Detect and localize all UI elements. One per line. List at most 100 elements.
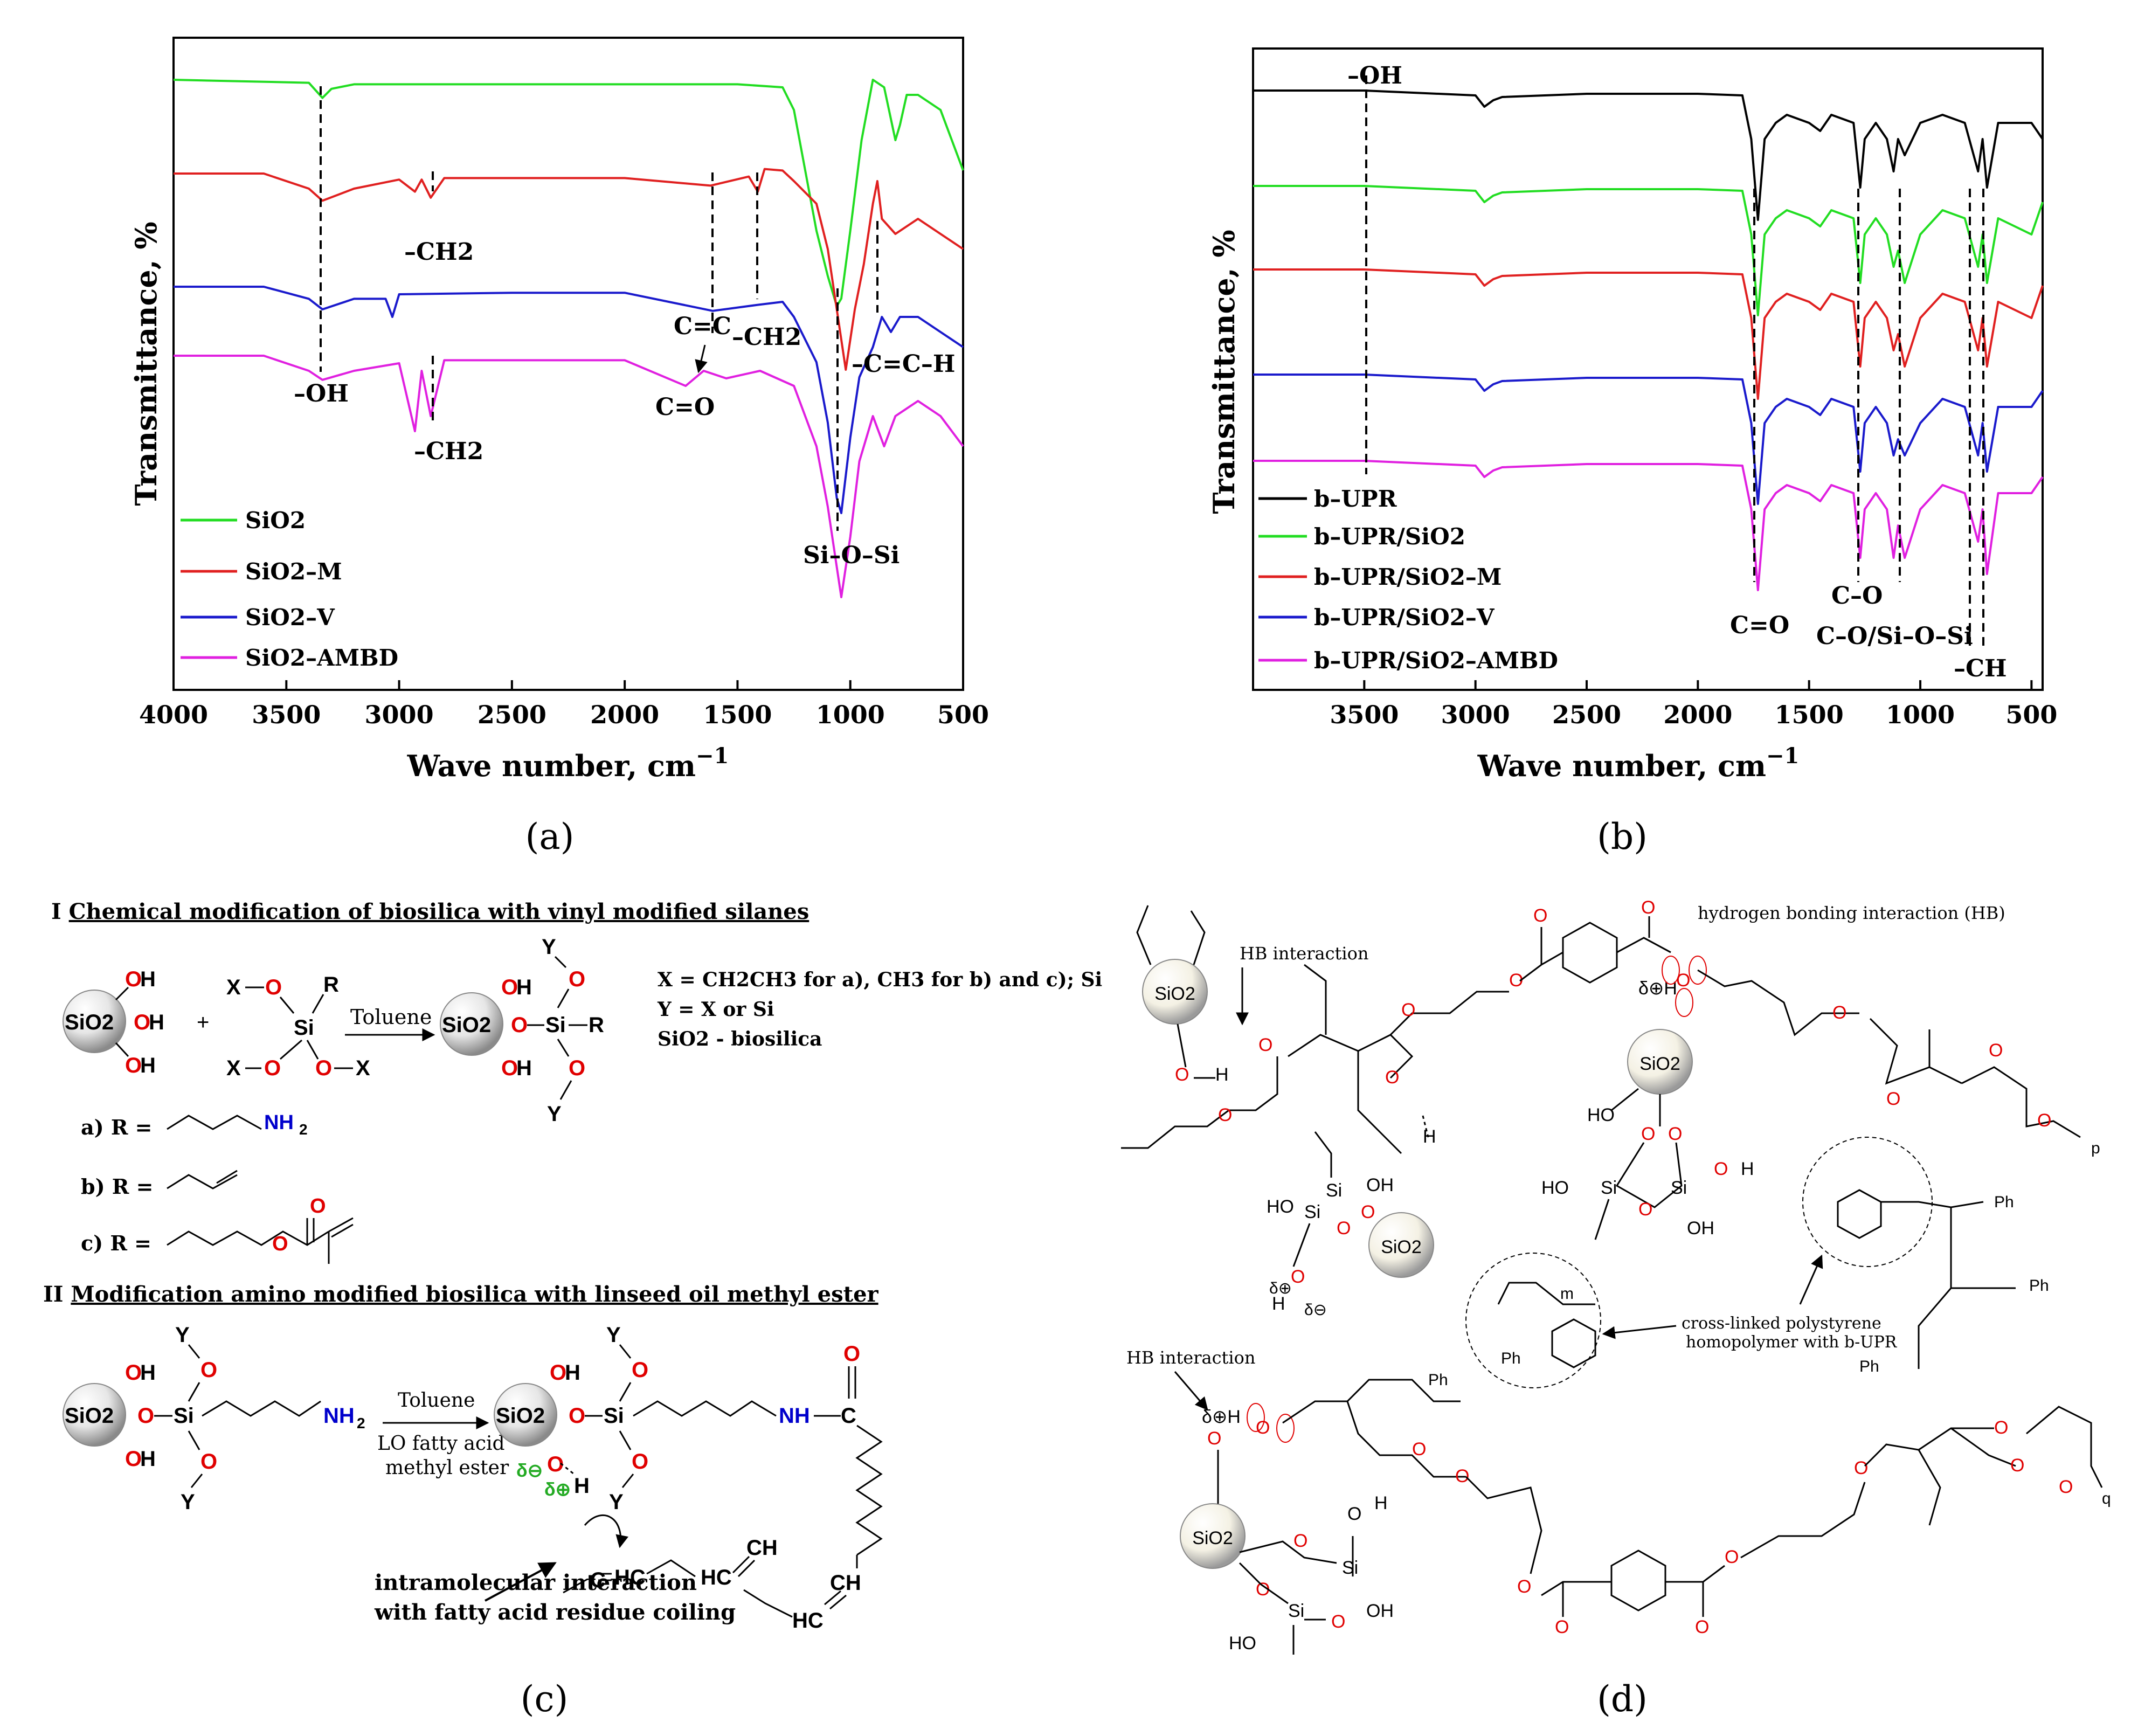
svg-text:O: O: [1714, 1159, 1728, 1179]
svg-text:O: O: [501, 976, 518, 999]
svg-text:Si: Si: [604, 1404, 624, 1428]
hb-label-top: hydrogen bonding interaction (HB): [1698, 903, 2005, 923]
sio2-label: SiO2: [1639, 1054, 1680, 1074]
svg-text:O: O: [1695, 1617, 1709, 1637]
svg-text:H: H: [140, 1447, 156, 1471]
svg-text:H: H: [149, 1011, 164, 1034]
label-p: p: [2091, 1139, 2100, 1157]
x-tick-label: 3000: [365, 700, 434, 729]
svg-text:HO: HO: [1587, 1105, 1615, 1125]
r-groups: a) R = NH 2 b) R = c) R = O O: [81, 1111, 354, 1264]
series-line-b-upr-sio2: [1253, 185, 2044, 316]
svg-text:O: O: [265, 976, 282, 999]
annot-b-co-double: C=O: [1730, 612, 1789, 639]
svg-text:HC: HC: [701, 1566, 732, 1589]
label-ph-3: Ph: [2029, 1277, 2049, 1295]
svg-text:X: X: [226, 976, 241, 999]
svg-text:Si: Si: [1288, 1601, 1304, 1621]
svg-text:O: O: [125, 1361, 142, 1385]
svg-text:δ⊕: δ⊕: [544, 1479, 571, 1500]
svg-text:2: 2: [357, 1415, 365, 1431]
svg-text:NH: NH: [264, 1111, 294, 1134]
svg-text:O: O: [200, 1358, 217, 1382]
annot-cch: –C=C–H: [852, 350, 955, 378]
sio2-label: SiO2: [1192, 1528, 1233, 1548]
svg-text:H: H: [574, 1474, 590, 1498]
note-line-2: with fatty acid residue coiling: [374, 1600, 736, 1625]
svg-text:NH: NH: [323, 1404, 355, 1428]
series-line-b-upr: [1253, 89, 2044, 221]
annot-b-ch: –CH: [1954, 655, 2007, 682]
svg-text:O: O: [550, 1361, 566, 1385]
svg-text:O: O: [200, 1450, 217, 1474]
svg-text:O: O: [1361, 1202, 1375, 1222]
svg-text:Si: Si: [294, 1016, 314, 1040]
svg-text:Si: Si: [1326, 1180, 1342, 1201]
svg-text:CH: CH: [746, 1536, 778, 1560]
annot-b-c-o-si: C–O/Si–O–Si: [1816, 623, 1973, 650]
def-x: X = CH2CH3 for a), CH3 for b) and c); Si: [658, 969, 1102, 991]
svg-text:HC: HC: [614, 1566, 646, 1589]
series-line-b-upr-sio2-m: [1253, 268, 2044, 400]
svg-text:O: O: [1517, 1576, 1531, 1597]
svg-text:O: O: [1989, 1040, 2003, 1061]
x-tick-label: 3500: [1330, 700, 1399, 729]
svg-text:O: O: [1676, 970, 1690, 991]
x-tick-label: 2000: [590, 700, 659, 729]
svg-text:O: O: [2059, 1477, 2073, 1497]
legend-b-1: b–UPR/SiO2: [1314, 523, 1465, 550]
svg-text:H: H: [516, 1056, 532, 1080]
svg-text:δ⊕H: δ⊕H: [1638, 978, 1677, 999]
svg-text:O: O: [1638, 1199, 1652, 1220]
panel-b-y-title: Transmittance, %: [1207, 230, 1241, 514]
panel-a-x-title: Wave number, cm−1: [407, 743, 729, 783]
svg-text:CH: CH: [830, 1571, 861, 1595]
svg-text:O: O: [1207, 1428, 1221, 1449]
panel-b-dashed-markers: [1365, 75, 1984, 647]
legend-a-1: SiO2–M: [245, 558, 342, 585]
toluene-1: Toluene: [350, 1005, 432, 1029]
panel-b-curves: [1253, 89, 2044, 591]
svg-text:O: O: [569, 1056, 585, 1080]
toluene-2: Toluene: [398, 1389, 475, 1412]
svg-text:O: O: [1412, 1439, 1426, 1460]
svg-text:O: O: [1668, 1124, 1682, 1144]
crosslink-line-1: cross-linked polystyrene: [1682, 1314, 1881, 1333]
svg-text:O: O: [125, 967, 142, 991]
x-tick-label: 500: [937, 700, 989, 729]
legend-a-0: SiO2: [245, 507, 306, 534]
sio2-label: SiO2: [496, 1404, 545, 1428]
legend-a-2: SiO2–V: [245, 604, 335, 631]
svg-text:H: H: [140, 967, 156, 991]
svg-text:δ⊖: δ⊖: [516, 1461, 543, 1481]
sio2-label: SiO2: [442, 1013, 491, 1037]
annot-ch2-blue: –CH2: [732, 323, 801, 351]
sio2-label: SiO2: [1154, 984, 1195, 1004]
svg-text:Y: Y: [181, 1490, 195, 1514]
svg-text:O: O: [1175, 1064, 1189, 1085]
svg-text:H: H: [140, 1054, 156, 1077]
svg-text:HO: HO: [1541, 1178, 1569, 1198]
svg-text:O: O: [1725, 1547, 1739, 1567]
svg-text:O: O: [1291, 1267, 1305, 1287]
svg-text:Si: Si: [545, 1013, 566, 1037]
panel-b-label: (b): [1597, 816, 1648, 857]
panel-b-x-title: Wave number, cm−1: [1477, 743, 1800, 783]
reagent-line-2: methyl ester: [385, 1457, 509, 1479]
svg-text:O: O: [310, 1195, 326, 1218]
svg-text:O: O: [1331, 1611, 1345, 1632]
svg-text:C: C: [590, 1568, 606, 1592]
svg-text:O: O: [1347, 1504, 1361, 1524]
panel-a-x-ticks: 4000 3500 3000 2500 2000 1500 1000 500: [139, 680, 989, 729]
heading-1: I Chemical modification of biosilica wit…: [51, 899, 809, 924]
svg-text:O: O: [1293, 1531, 1307, 1551]
svg-text:NH: NH: [779, 1404, 810, 1428]
svg-text:O: O: [1832, 1002, 1846, 1023]
svg-text:O: O: [501, 1056, 518, 1080]
panel-b-plot-frame: [1252, 47, 2044, 691]
svg-text:Si: Si: [1671, 1178, 1687, 1198]
panel-a-legend: SiO2 SiO2–M SiO2–V SiO2–AMBD: [181, 507, 398, 671]
svg-text:O: O: [569, 1404, 585, 1428]
svg-text:OH: OH: [1366, 1175, 1394, 1195]
